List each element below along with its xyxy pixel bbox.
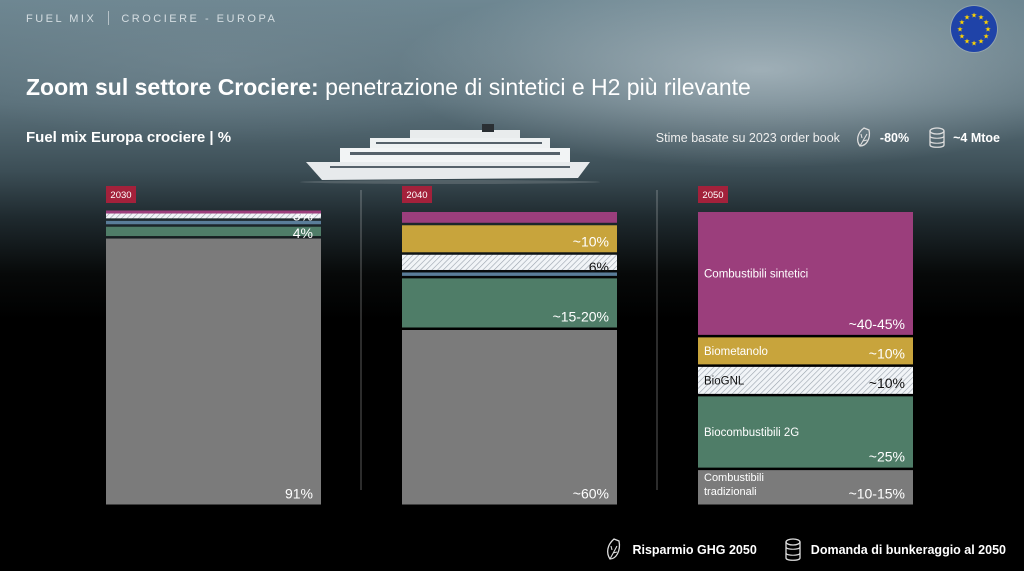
series-name-biolng: BioGNL <box>704 375 745 387</box>
eu-star-icon: ★ <box>964 38 970 46</box>
header-summary: Stime basate su 2023 order book -80% ~4 … <box>656 124 1000 152</box>
leaf-icon <box>607 538 621 560</box>
breadcrumb: FUEL MIX CROCIERE - EUROPA <box>26 11 277 25</box>
eu-star-icon: ★ <box>978 13 984 21</box>
bar-segment-biolng <box>106 212 321 219</box>
eu-star-icon: ★ <box>983 33 989 41</box>
bar-segment-biofuel2g <box>402 278 617 328</box>
year-badge <box>698 186 728 203</box>
eu-star-icon: ★ <box>971 12 977 20</box>
leaf-icon <box>856 127 871 147</box>
page-title-regular: penetrazione di sintetici e H2 più rilev… <box>318 74 751 100</box>
eu-star-icon: ★ <box>957 26 963 34</box>
series-name-traditional-line1: Combustibili <box>704 472 764 484</box>
estimate-note: Stime basate su 2023 order book <box>655 131 840 145</box>
eu-star-icon: ★ <box>959 19 965 27</box>
bar-segment-hvo <box>402 272 617 276</box>
data-label: ~15-20% <box>553 309 609 325</box>
year-label: 2030 <box>110 190 131 201</box>
database-icon <box>785 538 801 561</box>
year-label: 2040 <box>406 190 427 201</box>
bar-segment-synthetic <box>698 212 913 335</box>
series-name-traditional-line2: tradizionali <box>704 486 757 498</box>
eu-star-icon: ★ <box>985 26 991 34</box>
data-label: 91% <box>285 486 313 502</box>
eu-star-icon: ★ <box>964 13 970 21</box>
page-title-bold: Zoom sul settore Crociere: <box>26 74 319 100</box>
bottom-legend: Risparmio GHG 2050 Domanda di bunkeraggi… <box>604 537 1006 563</box>
series-name-synthetic: Combustibili sintetici <box>704 268 808 280</box>
legend-demand-label: Domanda di bunkeraggio al 2050 <box>810 543 1006 557</box>
year-badge <box>402 186 432 203</box>
bar-segment-biolng <box>698 366 913 394</box>
bar-segment-biofuel2g <box>106 226 321 237</box>
database-icon <box>929 127 945 148</box>
ghg-savings-value: -80% <box>879 131 910 145</box>
series-name-biomethanol: Biometanolo <box>704 346 768 358</box>
bar-segment-traditional <box>106 238 321 505</box>
chart-subtitle: Fuel mix Europa crociere | % <box>26 129 232 146</box>
bar-segment-traditional <box>402 330 617 505</box>
eu-flag-icon: ★ ★★★★★★★★★★★ <box>951 6 997 52</box>
bar-segment-biolng <box>402 254 617 270</box>
eu-star-icon: ★ <box>978 38 984 46</box>
page-title: Zoom sul settore Crociere: penetrazione … <box>26 73 751 101</box>
bar-segment-biofuel2g <box>698 396 913 468</box>
data-label: ~25% <box>869 449 905 465</box>
bar-segment-synthetic <box>402 212 617 223</box>
breadcrumb-page: CROCIERE - EUROPA <box>121 13 278 25</box>
data-label: ~60% <box>573 486 609 502</box>
bar-segment-biomethanol <box>402 225 617 253</box>
eu-star-icon: ★ <box>971 40 977 48</box>
data-label: ~10% <box>573 233 609 249</box>
year-label: 2050 <box>702 190 723 201</box>
data-label: ~10% <box>869 375 905 391</box>
bar-segment-biomethanol <box>698 337 913 365</box>
data-label: 6% <box>589 259 609 275</box>
data-label: ~10% <box>869 345 905 361</box>
eu-star-icon: ★ <box>983 19 989 27</box>
data-label: 4% <box>293 225 313 241</box>
data-label: 3% <box>293 207 313 223</box>
breadcrumb-section: FUEL MIX <box>26 13 97 25</box>
legend-ghg-label: Risparmio GHG 2050 <box>632 543 757 557</box>
bar-segment-synthetic <box>106 210 321 214</box>
breadcrumb-divider <box>108 11 110 25</box>
cruise-ship-image <box>300 124 600 184</box>
eu-star-icon: ★ <box>959 33 965 41</box>
bunkering-demand-value: ~4 Mtoe <box>953 131 1000 145</box>
data-label: ~10-15% <box>849 486 905 502</box>
year-badge <box>106 186 136 203</box>
series-name-biofuel2g: Biocombustibili 2G <box>704 427 799 439</box>
bar-segment-hvo <box>106 220 321 225</box>
bar-segment-traditional <box>698 470 913 505</box>
data-label: ~40-45% <box>849 316 905 332</box>
